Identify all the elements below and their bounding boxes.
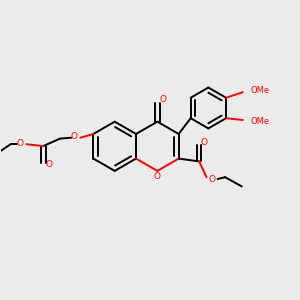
Text: O: O: [45, 160, 52, 169]
Text: O: O: [17, 139, 24, 148]
Text: O: O: [201, 138, 208, 147]
Text: O: O: [208, 175, 216, 184]
Text: O: O: [159, 95, 167, 104]
Text: OMe: OMe: [250, 117, 269, 126]
Text: OMe: OMe: [250, 86, 269, 95]
Text: O: O: [154, 172, 161, 181]
Text: O: O: [71, 132, 78, 141]
